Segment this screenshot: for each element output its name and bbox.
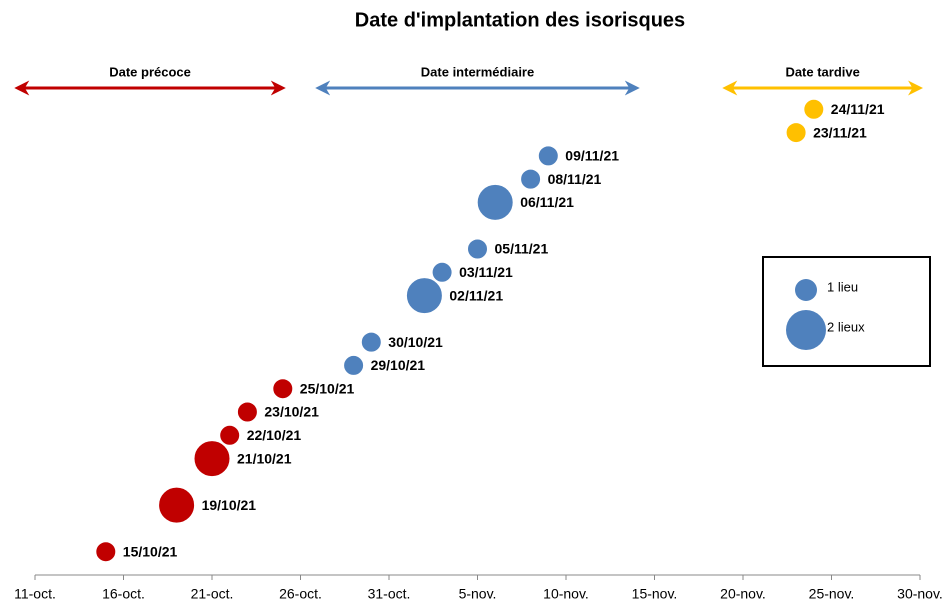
data-label: 23/11/21 — [813, 124, 867, 140]
data-label: 29/10/21 — [371, 357, 426, 373]
bubble — [360, 331, 382, 353]
x-tick-label: 5-nov. — [459, 586, 497, 602]
bubble — [476, 183, 514, 221]
bubble — [785, 122, 807, 144]
legend-label: 2 lieux — [827, 319, 865, 334]
bubble — [343, 354, 365, 376]
data-label: 06/11/21 — [520, 194, 574, 210]
data-label: 15/10/21 — [123, 543, 178, 559]
x-tick-label: 21-oct. — [191, 586, 234, 602]
phase-label: Date précoce — [109, 64, 191, 79]
bubble — [158, 486, 196, 524]
bubble — [219, 424, 241, 446]
data-label: 09/11/21 — [565, 148, 619, 164]
data-label: 30/10/21 — [388, 334, 443, 350]
bubble — [803, 98, 825, 120]
bubble — [405, 277, 443, 315]
bubble — [272, 378, 294, 400]
x-tick-label: 31-oct. — [368, 586, 411, 602]
x-tick-label: 30-nov. — [897, 586, 943, 602]
data-label: 25/10/21 — [300, 380, 355, 396]
x-tick-label: 25-nov. — [809, 586, 855, 602]
chart-title: Date d'implantation des isorisques — [355, 9, 685, 31]
data-label: 23/10/21 — [264, 404, 319, 420]
legend-box — [762, 256, 931, 367]
x-tick-label: 20-nov. — [720, 586, 766, 602]
bubble — [467, 238, 488, 260]
data-label: 03/11/21 — [459, 264, 513, 280]
data-label: 24/11/21 — [831, 101, 885, 117]
x-tick-label: 11-oct. — [14, 586, 56, 602]
phase-label: Date tardive — [785, 64, 859, 79]
bubble — [537, 145, 559, 167]
data-label: 22/10/21 — [247, 427, 302, 443]
bubble — [431, 261, 453, 283]
data-label: 08/11/21 — [548, 171, 602, 187]
data-label: 19/10/21 — [202, 497, 257, 513]
data-label: 21/10/21 — [237, 450, 292, 466]
legend-bubble — [795, 279, 817, 301]
phase-label: Date intermédiaire — [421, 64, 534, 79]
legend-bubble — [786, 310, 826, 350]
x-tick-label: 26-oct. — [279, 586, 322, 602]
x-tick-label: 10-nov. — [543, 586, 589, 602]
bubble — [236, 401, 258, 423]
x-tick-label: 15-nov. — [632, 586, 678, 602]
bubble — [193, 440, 231, 478]
x-tick-label: 16-oct. — [102, 586, 145, 602]
bubble — [95, 541, 117, 563]
legend-label: 1 lieu — [827, 279, 858, 294]
data-label: 05/11/21 — [495, 241, 549, 257]
bubble — [520, 168, 542, 190]
data-label: 02/11/21 — [449, 287, 503, 303]
